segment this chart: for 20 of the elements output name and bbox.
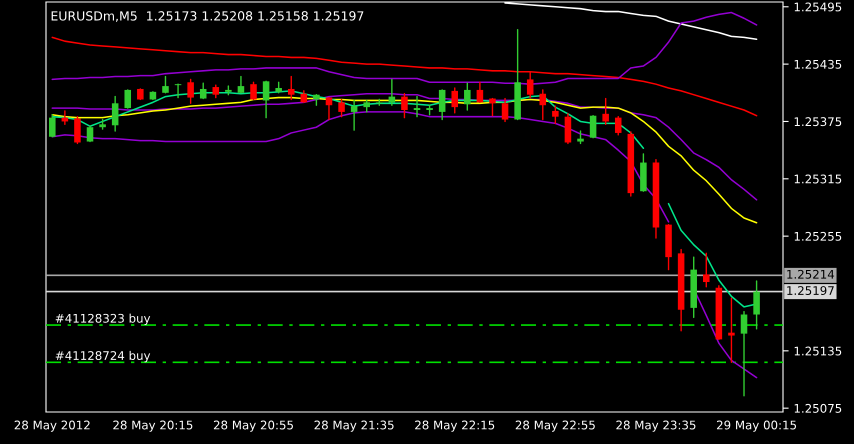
- y-tick-label: 1.25435: [794, 60, 842, 69]
- ref-line-label: #41128724 buy: [56, 350, 150, 362]
- x-tick-label: 28 May 22:15: [415, 420, 494, 432]
- y-tick-label: 1.25315: [794, 174, 842, 184]
- x-tick-label: 28 May 22:55: [516, 420, 595, 432]
- y-tick-label: 1.25375: [794, 117, 842, 126]
- ref-line-label: #41128323 buy: [56, 314, 150, 326]
- y-tick-label: 1.25255: [794, 232, 842, 241]
- x-tick-label: 29 May 00:15: [716, 420, 796, 432]
- x-tick-label: 28 May 23:35: [616, 420, 696, 432]
- x-tick-label: 28 May 20:15: [113, 420, 192, 432]
- y-tick-label: 1.25135: [794, 346, 842, 356]
- y-tick-label: 1.25075: [794, 404, 842, 413]
- ref-line-label: 1.25214: [787, 270, 834, 279]
- text: EURUSDm,M5 1.25173 1.25208 1.25158 1.25197: [52, 11, 364, 22]
- x-tick-label: 28 May 21:35: [314, 420, 394, 432]
- ref-line-label: 1.25197: [787, 286, 834, 296]
- y-tick-label: 1.25495: [794, 2, 842, 12]
- x-tick-label: 28 May 2012: [14, 420, 90, 432]
- x-tick-label: 28 May 20:55: [214, 420, 293, 432]
